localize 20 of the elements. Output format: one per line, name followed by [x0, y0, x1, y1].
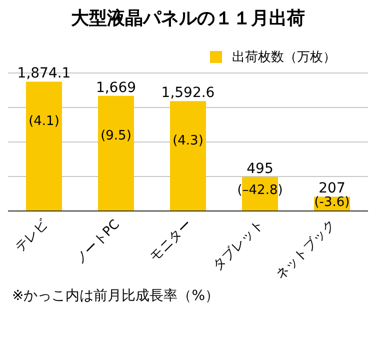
x-tick-label: ノートPC — [72, 217, 123, 268]
bar — [98, 96, 134, 211]
x-tick-label: テレビ — [12, 216, 52, 256]
annotation: (4.3) — [172, 134, 204, 149]
chart-title: 大型液晶パネルの１１月出荷 — [70, 8, 305, 29]
text: ※かっこ内は前月比成長率（%） — [12, 288, 220, 304]
annotation: (4.1) — [28, 114, 60, 130]
annotation: (9.5) — [100, 128, 132, 144]
x-tick-label: ネットブック — [273, 217, 339, 283]
data-label: 1,669 — [96, 80, 136, 96]
x-tick-label: タブレット — [210, 217, 267, 274]
data-label: 495 — [246, 160, 274, 177]
bar — [170, 101, 206, 211]
x-tick-label: モニター — [147, 217, 195, 265]
data-label: 1,874.1 — [17, 66, 71, 82]
data-label: 1,592.6 — [161, 85, 215, 102]
bar — [26, 82, 62, 211]
annotation: (-3.6) — [314, 194, 350, 210]
legend-label: 出荷枚数（万枚） — [232, 50, 336, 65]
data-label: 207 — [318, 180, 346, 197]
